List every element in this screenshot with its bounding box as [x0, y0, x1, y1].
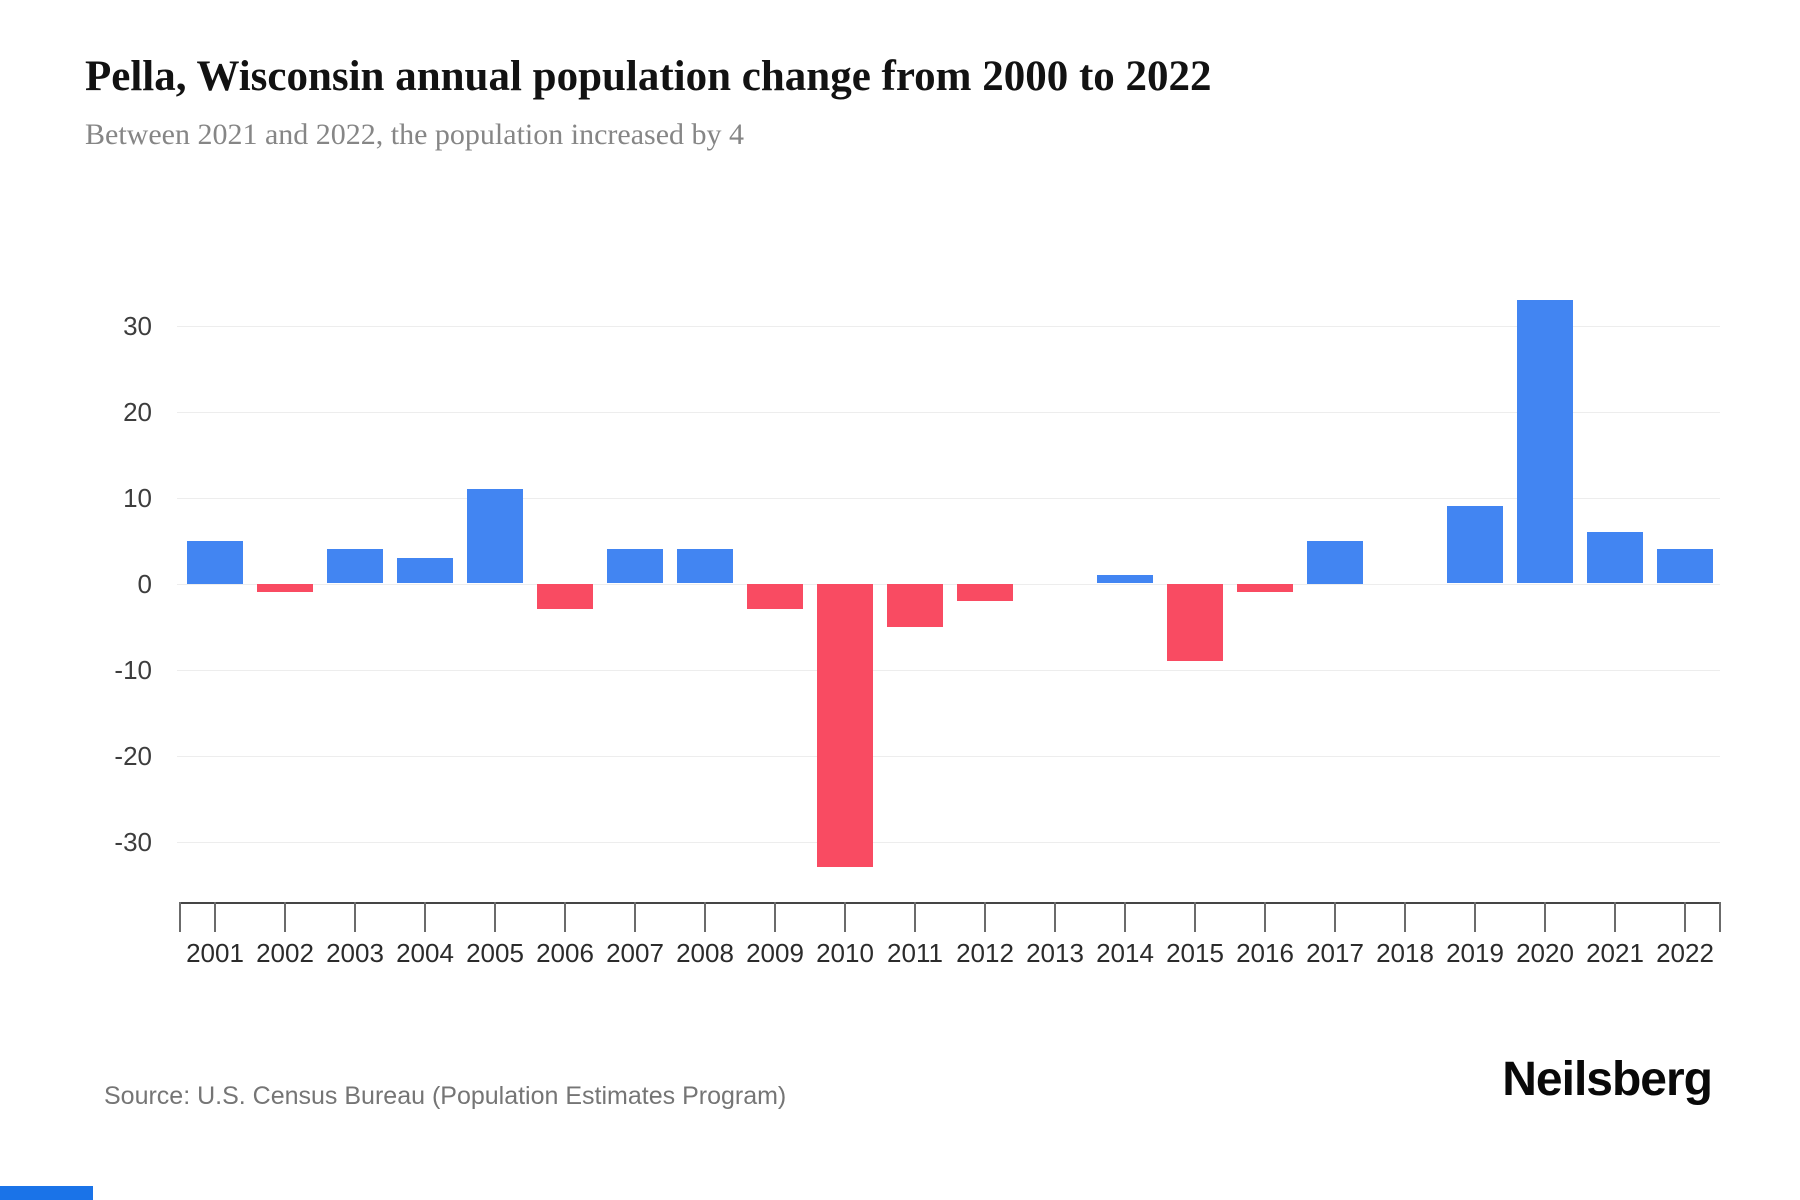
x-tick-label-2013: 2013 — [1026, 938, 1084, 968]
x-tick-label-2006: 2006 — [536, 938, 594, 968]
x-tick-label-2019: 2019 — [1446, 938, 1504, 968]
bar-2007 — [607, 549, 663, 584]
x-tick-2018 — [1404, 902, 1406, 932]
bottom-left-blue-strip — [0, 1186, 93, 1200]
x-tick-label-2003: 2003 — [326, 938, 384, 968]
bar-2001 — [187, 540, 243, 584]
gridline--10 — [177, 669, 1720, 671]
bar-2003 — [327, 549, 383, 584]
y-tick-label: -30 — [114, 826, 152, 857]
x-tick-label-2002: 2002 — [256, 938, 314, 968]
x-tick-label-2005: 2005 — [466, 938, 524, 968]
y-tick-label: 20 — [123, 396, 152, 427]
bar-2022 — [1657, 549, 1713, 584]
x-tick-label-2016: 2016 — [1236, 938, 1294, 968]
x-tick-2006 — [564, 902, 566, 932]
source-attribution: Source: U.S. Census Bureau (Population E… — [104, 1082, 787, 1110]
y-tick-label: 0 — [137, 568, 152, 599]
x-tick-2022 — [1684, 902, 1686, 932]
x-tick-label-2001: 2001 — [186, 938, 244, 968]
x-tick-2017 — [1334, 902, 1336, 932]
bar-2006 — [537, 583, 593, 610]
neilsberg-logo: Neilsberg — [1502, 1053, 1713, 1106]
x-tick-2019 — [1474, 902, 1476, 932]
bar-2016 — [1237, 583, 1293, 593]
x-tick-2009 — [774, 902, 776, 932]
x-tick-label-2017: 2017 — [1306, 938, 1364, 968]
gridline-0 — [177, 583, 1720, 585]
bar-2012 — [957, 583, 1013, 601]
x-tick-label-2020: 2020 — [1516, 938, 1574, 968]
x-tick-2005 — [494, 902, 496, 932]
x-tick-2021 — [1614, 902, 1616, 932]
y-tick-label: 30 — [123, 310, 152, 341]
bar-2002 — [257, 583, 313, 593]
x-tick-2008 — [704, 902, 706, 932]
x-tick-2002 — [284, 902, 286, 932]
x-tick-2003 — [354, 902, 356, 932]
gridline--20 — [177, 755, 1720, 757]
bar-2015 — [1167, 583, 1223, 661]
x-tick-2004 — [424, 902, 426, 932]
bar-2011 — [887, 583, 943, 627]
y-tick-label: -20 — [114, 740, 152, 771]
x-tick-2020 — [1544, 902, 1546, 932]
x-axis-end-tick — [1719, 902, 1721, 932]
x-tick-2011 — [914, 902, 916, 932]
x-tick-2012 — [984, 902, 986, 932]
bar-2021 — [1587, 531, 1643, 584]
x-tick-label-2011: 2011 — [887, 938, 943, 968]
x-tick-label-2022: 2022 — [1656, 938, 1714, 968]
gridline-10 — [177, 497, 1720, 499]
x-tick-label-2014: 2014 — [1096, 938, 1154, 968]
chart-title: Pella, Wisconsin annual population chang… — [85, 53, 1212, 100]
bar-2010 — [817, 583, 873, 868]
bar-2005 — [467, 488, 523, 584]
x-tick-label-2015: 2015 — [1166, 938, 1224, 968]
x-tick-label-2004: 2004 — [396, 938, 454, 968]
bar-2004 — [397, 557, 453, 584]
x-tick-2013 — [1054, 902, 1056, 932]
x-axis-end-tick — [179, 902, 181, 932]
gridline-30 — [177, 325, 1720, 327]
x-tick-2001 — [214, 902, 216, 932]
bar-2020 — [1517, 299, 1573, 584]
bar-chart-plot: 30 20 10 0 -10 -20 -30 2001 2002 2003 2004 2005 200… — [114, 299, 1721, 968]
x-tick-label-2009: 2009 — [746, 938, 804, 968]
gridline--30 — [177, 841, 1720, 843]
x-tick-2007 — [634, 902, 636, 932]
y-tick-label: -10 — [114, 654, 152, 685]
gridline-20 — [177, 411, 1720, 413]
bar-2017 — [1307, 540, 1363, 584]
x-tick-label-2008: 2008 — [676, 938, 734, 968]
bar-2019 — [1447, 506, 1503, 584]
x-axis-line — [180, 902, 1720, 904]
bar-2008 — [677, 549, 733, 584]
x-tick-2010 — [844, 902, 846, 932]
x-tick-2016 — [1264, 902, 1266, 932]
x-tick-label-2012: 2012 — [956, 938, 1014, 968]
x-tick-2014 — [1124, 902, 1126, 932]
x-tick-label-2021: 2021 — [1586, 938, 1644, 968]
x-tick-label-2018: 2018 — [1376, 938, 1434, 968]
bar-2009 — [747, 583, 803, 610]
bar-2014 — [1097, 574, 1153, 584]
x-tick-label-2007: 2007 — [606, 938, 664, 968]
x-tick-2015 — [1194, 902, 1196, 932]
y-tick-label: 10 — [123, 482, 152, 513]
chart-subtitle: Between 2021 and 2022, the population in… — [85, 118, 745, 151]
x-tick-label-2010: 2010 — [816, 938, 874, 968]
